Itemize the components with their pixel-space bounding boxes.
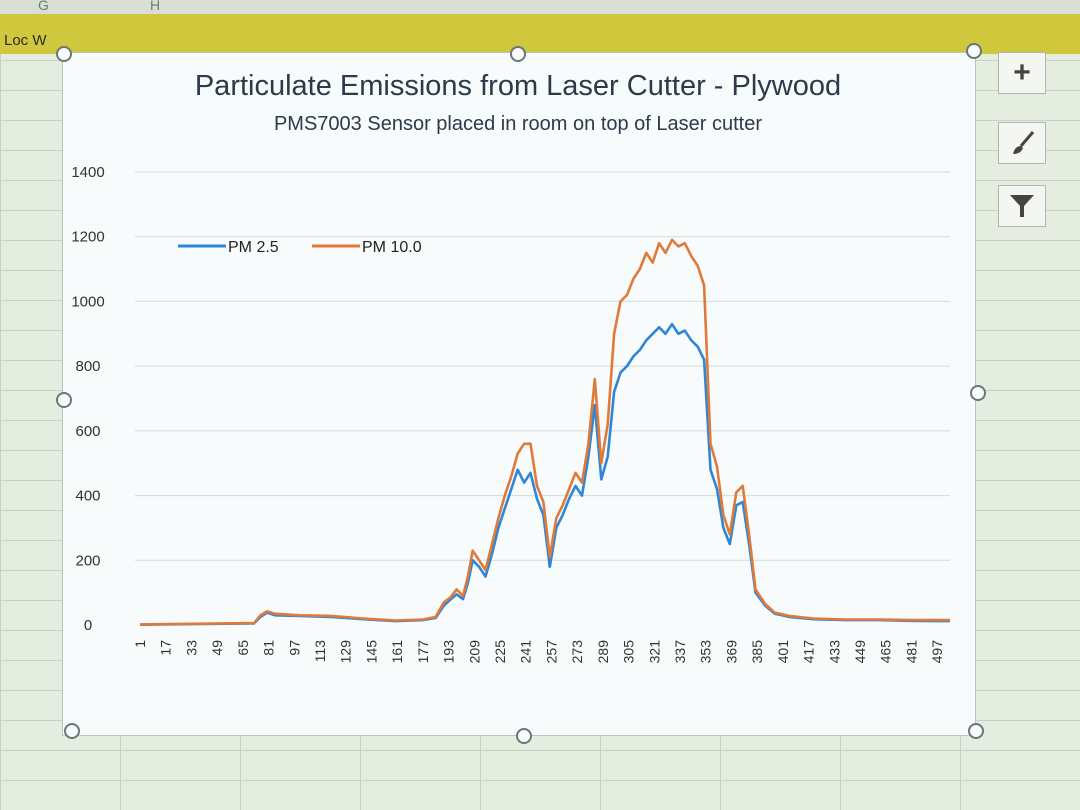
- y-tick-label: 1200: [71, 229, 104, 246]
- x-tick-label: 209: [466, 640, 482, 664]
- x-tick-label: 337: [672, 640, 688, 664]
- y-tick-label: 0: [84, 617, 92, 634]
- plus-icon: +: [1013, 56, 1031, 89]
- x-tick-label: 65: [235, 640, 251, 656]
- x-tick-label: 257: [543, 640, 559, 664]
- x-tick-label: 321: [646, 640, 662, 664]
- column-letter-g[interactable]: G: [38, 0, 49, 13]
- resize-handle-top-left[interactable]: [56, 46, 72, 62]
- x-tick-label: 385: [749, 640, 765, 664]
- x-tick-label: 289: [595, 640, 611, 664]
- x-tick-label: 97: [286, 640, 302, 656]
- x-tick-label: 305: [621, 640, 637, 664]
- x-tick-label: 433: [826, 640, 842, 664]
- x-tick-label: 353: [698, 640, 714, 664]
- x-tick-label: 273: [569, 640, 585, 664]
- x-tick-label: 161: [389, 640, 405, 664]
- x-tick-label: 17: [158, 640, 174, 656]
- x-tick-label: 113: [312, 640, 328, 663]
- x-tick-label: 49: [209, 640, 225, 656]
- y-tick-label: 800: [75, 358, 100, 375]
- x-tick-label: 417: [801, 640, 817, 664]
- x-tick-label: 241: [518, 640, 534, 664]
- chart-title[interactable]: Particulate Emissions from Laser Cutter …: [194, 70, 842, 102]
- column-letter-h[interactable]: H: [150, 0, 161, 13]
- series-line-pm25: [139, 322, 950, 626]
- x-tick-label: 177: [415, 640, 431, 664]
- legend-label: PM 10.0: [362, 239, 422, 256]
- x-tick-label: 497: [929, 640, 945, 664]
- y-tick-label: 200: [75, 552, 100, 569]
- x-tick-label: 145: [363, 640, 379, 664]
- resize-handle-top[interactable]: [510, 46, 526, 62]
- y-tick-label: 1400: [71, 164, 104, 181]
- x-tick-label: 481: [903, 640, 919, 664]
- brush-icon: [1013, 131, 1035, 154]
- resize-handle-bottom[interactable]: [516, 728, 532, 744]
- chart-elements-button[interactable]: +: [998, 52, 1046, 94]
- resize-handle-bottom-left[interactable]: [64, 723, 80, 739]
- filter-icon: [1010, 195, 1034, 217]
- x-tick-label: 1: [132, 640, 148, 648]
- chart-area[interactable]: [62, 52, 976, 736]
- resize-handle-top-right[interactable]: [966, 43, 982, 59]
- legend-label: PM 2.5: [228, 239, 279, 256]
- chart-styles-button[interactable]: [998, 122, 1046, 164]
- x-tick-label: 449: [852, 640, 868, 664]
- x-tick-label: 81: [261, 640, 277, 656]
- x-tick-label: 129: [338, 640, 354, 664]
- series-line-pm10: [139, 238, 950, 626]
- highlighted-row: [0, 14, 1080, 54]
- chart-filters-button[interactable]: [998, 185, 1046, 227]
- resize-handle-bottom-right[interactable]: [968, 723, 984, 739]
- y-tick-label: 400: [75, 488, 100, 505]
- chart-subtitle[interactable]: PMS7003 Sensor placed in room on top of …: [273, 113, 763, 135]
- cell-label[interactable]: Loc W: [4, 32, 47, 49]
- x-tick-label: 33: [183, 640, 199, 656]
- x-tick-label: 401: [775, 640, 791, 664]
- resize-handle-right[interactable]: [970, 385, 986, 401]
- y-tick-label: 600: [75, 423, 100, 440]
- x-tick-label: 193: [441, 640, 457, 664]
- resize-handle-left[interactable]: [56, 392, 72, 408]
- y-tick-label: 1000: [71, 293, 104, 310]
- x-tick-label: 225: [492, 640, 508, 664]
- x-tick-label: 465: [878, 640, 894, 664]
- x-tick-label: 369: [723, 640, 739, 664]
